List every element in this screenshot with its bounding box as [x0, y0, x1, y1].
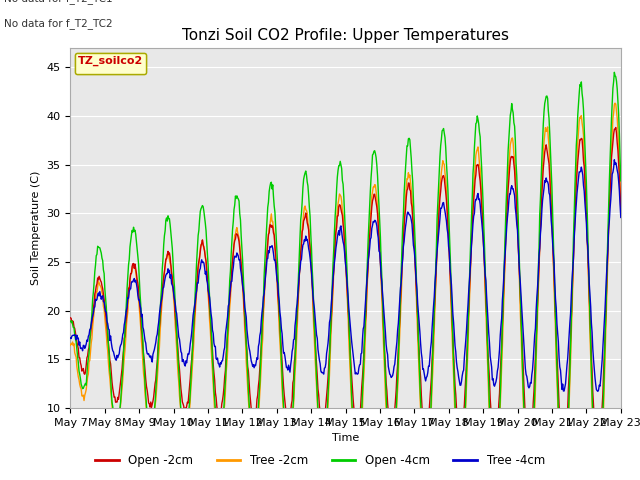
Text: No data for f_T2_TC1: No data for f_T2_TC1: [4, 0, 113, 4]
Text: No data for f_T2_TC2: No data for f_T2_TC2: [4, 18, 113, 29]
Legend: Open -2cm, Tree -2cm, Open -4cm, Tree -4cm: Open -2cm, Tree -2cm, Open -4cm, Tree -4…: [90, 449, 550, 472]
X-axis label: Time: Time: [332, 433, 359, 443]
Y-axis label: Soil Temperature (C): Soil Temperature (C): [31, 171, 41, 285]
Title: Tonzi Soil CO2 Profile: Upper Temperatures: Tonzi Soil CO2 Profile: Upper Temperatur…: [182, 28, 509, 43]
Legend: : [76, 53, 147, 74]
